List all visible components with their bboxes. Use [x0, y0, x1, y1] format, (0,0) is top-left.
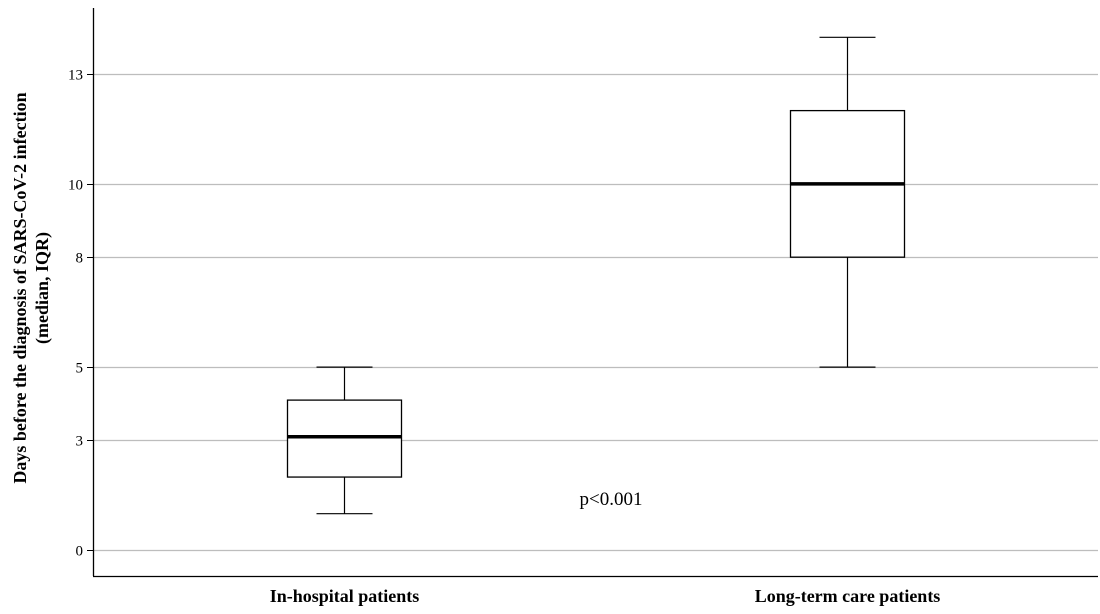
y-axis-title: Days before the diagnosis of SARS-CoV-2 …: [10, 92, 30, 483]
y-tick-label: 10: [68, 178, 83, 194]
x-category-labels: In-hospital patients Long-term care patie…: [270, 586, 941, 606]
y-tick-label: 3: [76, 434, 84, 450]
y-tick-label: 5: [76, 361, 84, 377]
y-tick-label: 13: [68, 68, 83, 84]
iqr-box: [286, 399, 403, 478]
boxes: [286, 36, 906, 515]
axes: [87, 8, 1098, 578]
x-category-label: In-hospital patients: [270, 586, 420, 606]
y-tick-labels: 0 3 5 8 10 13: [68, 68, 83, 560]
x-category-label: Long-term care patients: [755, 586, 941, 606]
gridlines: [93, 73, 1098, 552]
y-tick-label: 0: [76, 544, 84, 560]
p-value-annotation: p<0.001: [580, 489, 643, 510]
y-tick-label: 8: [76, 251, 84, 267]
y-axis-title-line2: (median, IQR): [32, 232, 53, 344]
